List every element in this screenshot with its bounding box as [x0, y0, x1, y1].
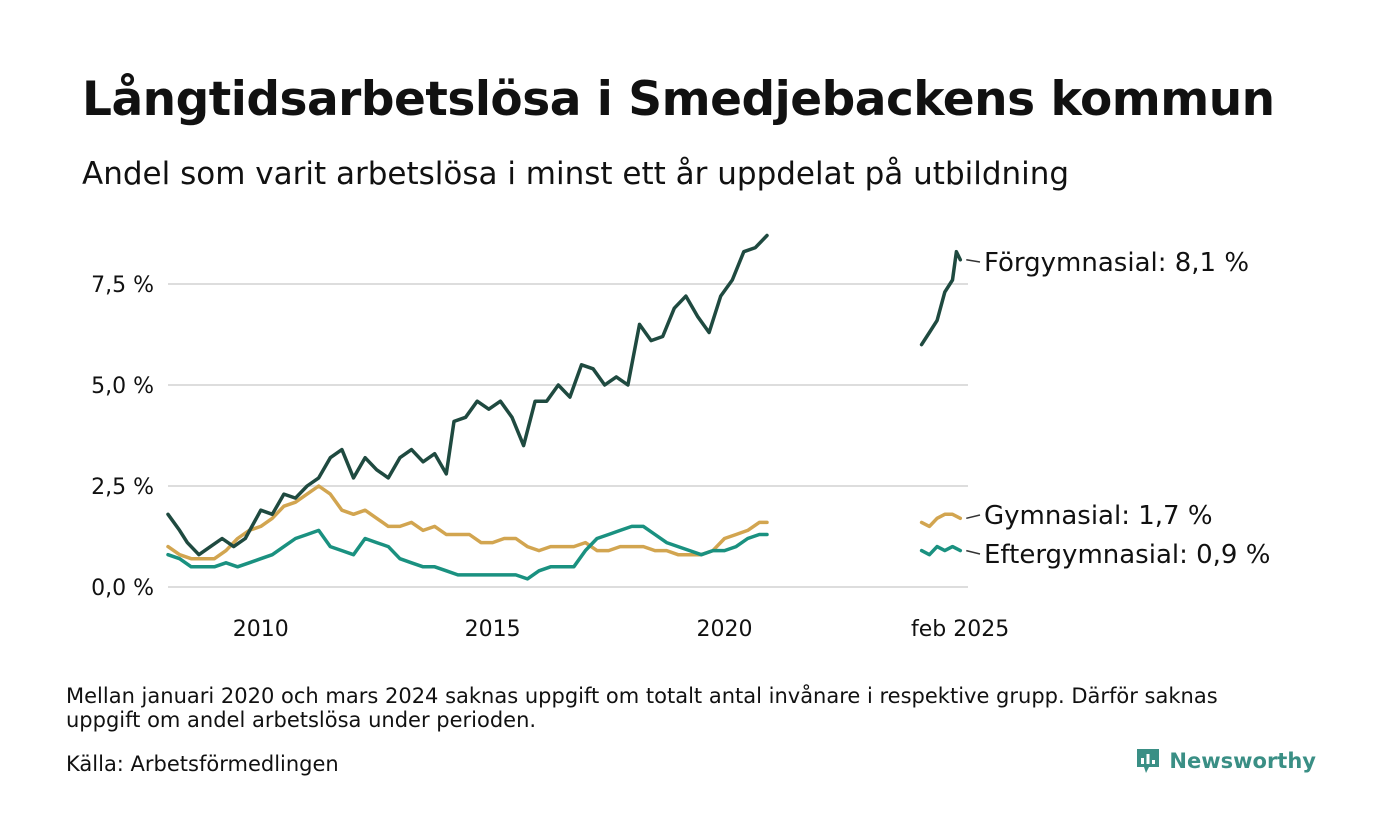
bar-chart-icon — [1137, 749, 1160, 773]
y-tick-label: 5,0 % — [91, 374, 154, 399]
axis-labels: 0,0 % 2,5 % 5,0 % 7,5 % 2010 2015 2020 feb 2025 — [91, 273, 1009, 642]
newsworthy-logo[interactable]: Newsworthy — [1135, 747, 1316, 775]
leader-line — [966, 259, 981, 263]
x-tick-label: 2020 — [697, 617, 753, 642]
source-text: Källa: Arbetsförmedlingen — [66, 752, 339, 776]
gridlines — [168, 283, 968, 588]
y-tick-label: 7,5 % — [91, 273, 154, 298]
leader-line — [966, 514, 981, 520]
y-tick-label: 0,0 % — [91, 576, 154, 601]
brand-name: Newsworthy — [1169, 749, 1316, 773]
footnote: Mellan januari 2020 och mars 2024 saknas… — [66, 684, 1218, 732]
end-label-gymnasial: Gymnasial: 1,7 % — [984, 501, 1213, 531]
series-line-gymnasial — [166, 484, 769, 561]
leader-line — [966, 549, 981, 555]
series-lines — [166, 233, 963, 581]
end-label-eftergymnasial: Eftergymnasial: 0,9 % — [984, 540, 1270, 570]
series-line-förgymnasial — [919, 249, 963, 347]
x-tick-label: 2010 — [233, 617, 289, 642]
series-line-gymnasial — [919, 512, 963, 529]
series-line-eftergymnasial — [166, 524, 769, 581]
end-label-förgymnasial: Förgymnasial: 8,1 % — [984, 248, 1249, 278]
series-line-eftergymnasial — [919, 544, 963, 557]
end-labels: Förgymnasial: 8,1 % Gymnasial: 1,7 % Efter… — [966, 248, 1270, 570]
y-tick-label: 2,5 % — [91, 475, 154, 500]
chart-title: Långtidsarbetslösa i Smedjebackens kommu… — [82, 72, 1275, 127]
x-tick-label: feb 2025 — [911, 617, 1009, 642]
series-line-förgymnasial — [166, 233, 769, 557]
x-tick-label: 2015 — [465, 617, 521, 642]
chart-subtitle: Andel som varit arbetslösa i minst ett å… — [82, 156, 1070, 192]
